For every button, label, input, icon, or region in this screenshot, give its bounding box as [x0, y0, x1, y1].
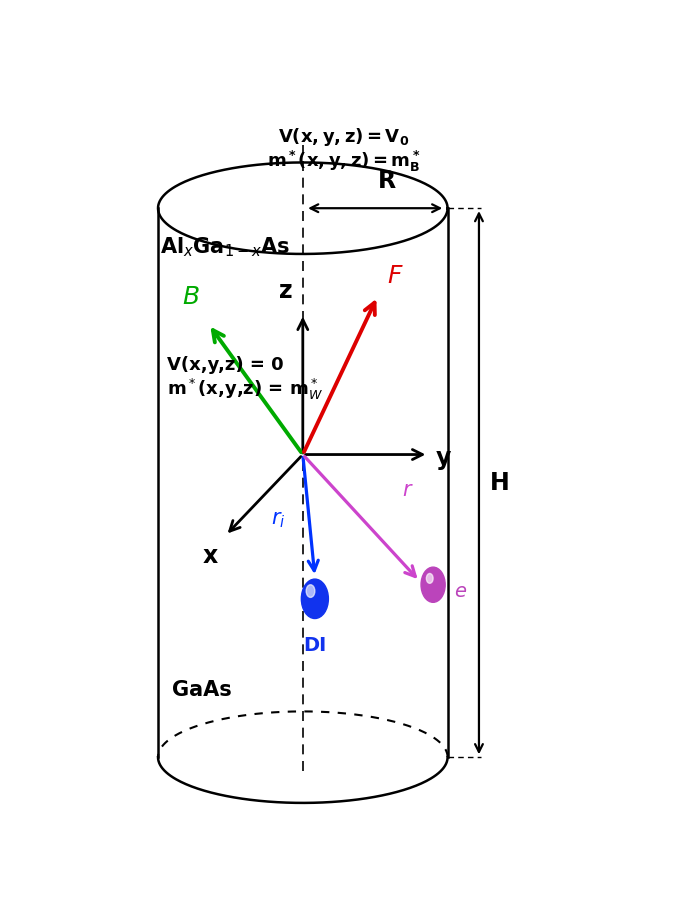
Text: x: x — [203, 544, 219, 568]
Text: y: y — [436, 446, 451, 470]
Text: DI: DI — [303, 636, 327, 655]
Text: H: H — [490, 471, 510, 494]
Text: Al$_x$Ga$_{1-x}$As: Al$_x$Ga$_{1-x}$As — [160, 235, 290, 259]
Circle shape — [426, 573, 433, 583]
Text: GaAs: GaAs — [173, 680, 232, 700]
Circle shape — [301, 579, 328, 619]
Text: $\mathbf{V(x,y,z) = V_0}$: $\mathbf{V(x,y,z) = V_0}$ — [278, 126, 410, 148]
Circle shape — [421, 567, 445, 602]
Text: R: R — [377, 169, 396, 193]
Text: $\mathit{e}$: $\mathit{e}$ — [454, 582, 467, 601]
Text: $\mathit{B}$: $\mathit{B}$ — [182, 285, 200, 309]
Text: $\mathbf{m^*(x,y,z) = m^*_B}$: $\mathbf{m^*(x,y,z) = m^*_B}$ — [267, 149, 421, 175]
Text: z: z — [279, 279, 292, 303]
Circle shape — [306, 585, 315, 598]
Text: $\mathit{r}_i$: $\mathit{r}_i$ — [271, 510, 286, 529]
Text: $\mathit{r}$: $\mathit{r}$ — [401, 480, 413, 500]
Text: V(x,y,z) = 0: V(x,y,z) = 0 — [166, 356, 284, 374]
Text: $\mathit{F}$: $\mathit{F}$ — [387, 264, 404, 288]
Text: m$^*$(x,y,z) = m$^*_W$: m$^*$(x,y,z) = m$^*_W$ — [166, 377, 323, 402]
